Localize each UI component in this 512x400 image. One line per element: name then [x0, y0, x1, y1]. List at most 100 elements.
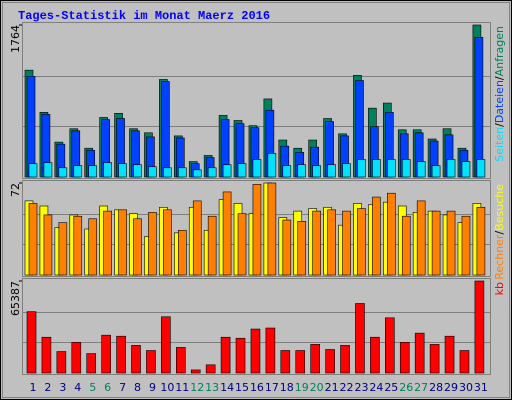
bar	[41, 336, 52, 374]
x-tick-label: 18	[280, 381, 294, 394]
bar	[461, 215, 471, 276]
bar	[71, 342, 82, 374]
x-tick-label: 26	[399, 381, 413, 394]
legend-separator: /	[493, 231, 506, 235]
bar	[385, 317, 395, 374]
bar	[459, 350, 470, 374]
bar	[387, 159, 396, 178]
y-tick-label: 65387	[9, 281, 22, 316]
bar	[163, 209, 172, 276]
bar	[429, 344, 440, 374]
bar	[282, 165, 292, 178]
series-labels: kb	[493, 282, 506, 295]
bar	[357, 208, 366, 276]
bar	[357, 159, 366, 178]
bar	[267, 182, 277, 276]
x-tick-label: 7	[119, 381, 126, 394]
bar	[327, 209, 336, 276]
bar	[73, 215, 83, 276]
x-tick-label: 24	[369, 381, 383, 394]
bar	[416, 200, 426, 276]
series-labels: Seiten/Dateien/Anfragen	[493, 26, 506, 162]
bar	[86, 353, 97, 374]
bar	[265, 327, 276, 374]
bar	[387, 192, 396, 276]
bar	[282, 219, 292, 276]
bar	[431, 165, 441, 178]
bar	[237, 213, 247, 276]
bar	[310, 344, 320, 374]
x-tick-label: 3	[59, 381, 66, 394]
x-tick-label: 2	[44, 381, 51, 394]
bar	[148, 212, 157, 276]
x-tick-label: 30	[459, 381, 473, 394]
x-tick-label: 1	[30, 381, 37, 394]
bar	[474, 37, 484, 178]
bar	[222, 191, 232, 276]
bar	[327, 164, 336, 178]
bar	[252, 183, 262, 276]
x-tick-label: 27	[414, 381, 428, 394]
bar	[103, 210, 112, 276]
bar	[101, 334, 111, 374]
bar	[312, 210, 321, 276]
x-tick-label: 20	[310, 381, 324, 394]
legend-entry: Rechner	[493, 234, 506, 280]
bar	[220, 336, 231, 374]
bar	[280, 350, 291, 374]
x-tick-label: 14	[220, 381, 234, 394]
x-tick-label: 22	[340, 381, 354, 394]
x-tick-label: 5	[89, 381, 96, 394]
bar	[26, 76, 36, 178]
bar	[312, 165, 321, 178]
x-tick-label: 17	[265, 381, 279, 394]
bar	[56, 351, 67, 374]
bar	[207, 167, 217, 178]
y-tick-label: 1764	[9, 25, 22, 53]
bar	[192, 169, 202, 178]
bar	[118, 209, 127, 276]
bar	[58, 167, 68, 178]
bar	[178, 167, 187, 178]
bar	[58, 222, 68, 276]
bar	[355, 303, 365, 374]
series-labels: Rechner/Besuche	[493, 184, 506, 280]
bar	[476, 159, 486, 178]
bar	[235, 337, 246, 374]
x-tick-label: 23	[354, 381, 368, 394]
legend-separator: /	[493, 76, 506, 80]
bar	[148, 166, 157, 178]
x-tick-label: 28	[429, 381, 443, 394]
legend-entry: Anfragen	[493, 26, 506, 76]
bar	[372, 159, 381, 178]
bar	[297, 164, 307, 178]
x-tick-label: 21	[325, 381, 339, 394]
bar	[178, 229, 187, 276]
x-tick-label: 19	[295, 381, 309, 394]
legend-entry: Besuche	[493, 184, 506, 231]
legend-separator: /	[493, 123, 506, 127]
x-tick-label: 11	[175, 381, 189, 394]
bar	[88, 218, 98, 276]
bar	[116, 335, 126, 374]
x-tick-label: 13	[205, 381, 219, 394]
legend-entry: Seiten	[493, 127, 506, 162]
bar	[103, 162, 112, 178]
bar	[131, 345, 141, 374]
bar	[222, 164, 232, 178]
bar	[461, 161, 471, 178]
bar	[476, 206, 486, 276]
bar	[297, 221, 307, 276]
bar	[401, 159, 411, 178]
bar	[237, 163, 247, 178]
bar	[43, 162, 53, 178]
bar	[28, 203, 38, 276]
bar	[161, 81, 170, 178]
bar	[250, 328, 261, 374]
bar	[192, 200, 202, 276]
bar	[73, 165, 83, 178]
legend-entry: kb	[493, 282, 506, 295]
y-tick-label: 72	[9, 183, 22, 197]
x-tick-label: 4	[74, 381, 81, 394]
